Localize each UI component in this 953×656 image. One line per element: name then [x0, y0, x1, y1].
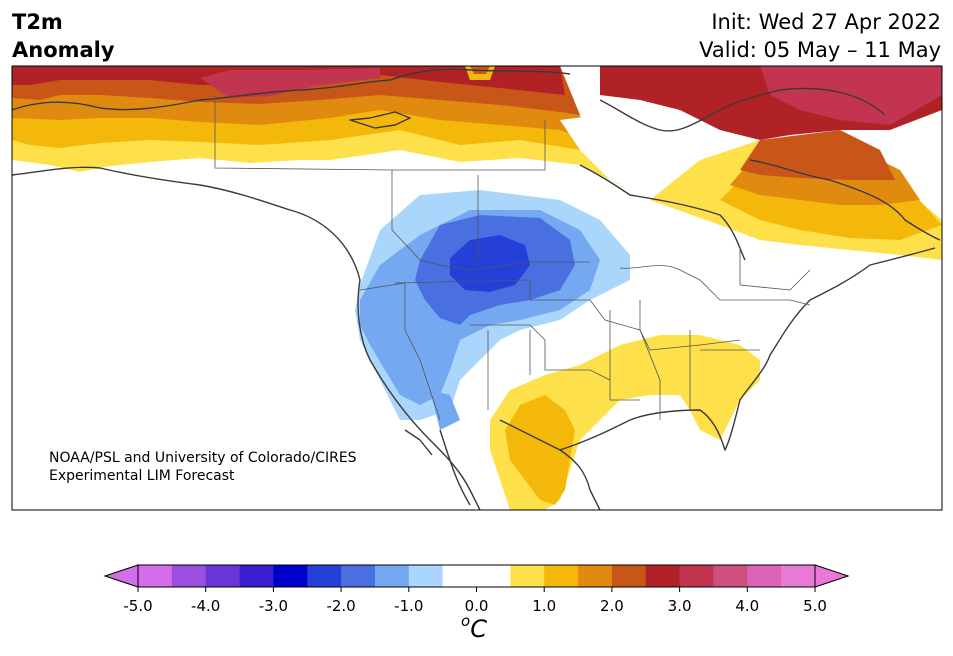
variable-subtitle: Anomaly: [12, 38, 115, 62]
coastlines: [12, 68, 941, 510]
colorbar-tick-label: -1.0: [394, 597, 423, 615]
warm-band-3-5: [200, 68, 380, 98]
colorbar-tick-label: 1.0: [532, 597, 556, 615]
colorbar-tick-label: 5.0: [803, 597, 827, 615]
variable-title: T2m: [12, 10, 63, 34]
credit-text: NOAA/PSL and University of Colorado/CIRE…: [49, 449, 357, 485]
warm-band-south-1-0: [505, 395, 575, 505]
colorbar-tick-label: 4.0: [735, 597, 759, 615]
colorbar-cell: [442, 565, 477, 587]
colorbar-cell: [408, 565, 444, 587]
colorbar-tick-label: 0.0: [465, 597, 489, 615]
colorbar-tick-label: -2.0: [326, 597, 355, 615]
colorbar-tick-label: 2.0: [600, 597, 624, 615]
colorbar-cell: [138, 565, 173, 587]
colorbar-tick-label: -5.0: [123, 597, 152, 615]
colorbar-cell: [476, 565, 511, 587]
colorbar-cell: [171, 565, 207, 587]
colorbar-cell: [239, 565, 274, 587]
colorbar-cell: [273, 565, 308, 587]
colorbar-unit: oC: [461, 612, 487, 643]
colorbar-tick-label: -3.0: [259, 597, 288, 615]
colorbar-cell: [781, 565, 816, 587]
colorbar-cell: [544, 565, 579, 587]
colorbar-cell: [611, 565, 647, 587]
colorbar-cell: [747, 565, 782, 587]
colorbar-cell: [205, 565, 241, 587]
colorbar-cell: [307, 565, 342, 587]
colorbar-cell: [341, 565, 376, 587]
colorbar-cell: [510, 565, 545, 587]
colorbar-cell: [578, 565, 613, 587]
map-frame: [11, 65, 943, 511]
colorbar-cell: [374, 565, 410, 587]
colorbar-cells: [103, 564, 850, 588]
init-date: Init: Wed 27 Apr 2022: [711, 10, 941, 34]
title-left: T2m Anomaly: [12, 8, 115, 64]
unit-letter: C: [470, 615, 487, 643]
colorbar-cell: [679, 565, 714, 587]
colorbar-cell: [645, 565, 681, 587]
title-right: Init: Wed 27 Apr 2022 Valid: 05 May – 11…: [699, 8, 941, 64]
colorbar-ticks: -5.0 -4.0 -3.0 -2.0 -1.0 0.0 1.0 2.0 3.0 4.0 5.0: [123, 587, 827, 615]
colorbar-extend-high: [814, 564, 850, 588]
degree-symbol: o: [461, 612, 471, 630]
valid-range: Valid: 05 May – 11 May: [699, 38, 941, 62]
political-borders: [214, 96, 811, 421]
colorbar-tick-label: -4.0: [191, 597, 220, 615]
colorbar-cell: [713, 565, 748, 587]
cold-band-2-0: [450, 235, 530, 292]
credit-line-2: Experimental LIM Forecast: [49, 468, 235, 484]
colorbar-tick-label: 3.0: [668, 597, 692, 615]
credit-line-1: NOAA/PSL and University of Colorado/CIRE…: [49, 450, 357, 466]
colorbar-extend-low: [103, 564, 139, 588]
